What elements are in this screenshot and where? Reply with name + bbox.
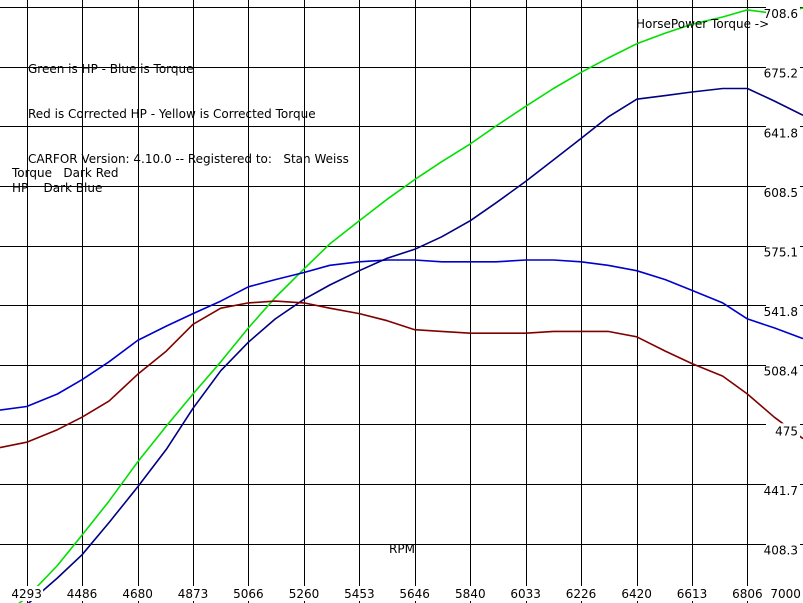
- series-line-3: [0, 300, 803, 449]
- y-tick-bg-2: [766, 125, 800, 142]
- x-tick-bg-7: [398, 586, 432, 601]
- x-tick-label-6: 5453: [344, 587, 375, 601]
- x-tick-labels: 4293 4486 4680 4873 5066 5260 5453 5646 5840 6033…: [10, 586, 802, 601]
- y-tick-bg-9: [766, 542, 800, 559]
- top-right-label: HorsePower Torque ->: [636, 17, 770, 31]
- x-tick-bg-2: [121, 586, 155, 601]
- x-tick-label-13: 6806: [732, 587, 763, 601]
- x-tick-bg-4: [231, 586, 265, 601]
- x-tick-bg-14: [769, 586, 802, 601]
- y-tick-label-6: 508.4: [764, 365, 798, 379]
- y-tick-label-3: 608.5: [764, 186, 798, 200]
- y-tick-bg-6: [766, 363, 800, 380]
- x-tick-label-9: 6033: [510, 587, 541, 601]
- x-tick-label-14: 7000: [770, 587, 801, 601]
- y-tick-bg-3: [766, 184, 800, 201]
- y-tick-label-2: 641.8: [764, 126, 798, 140]
- legend-line-hp-torque: Green is HP - Blue is Torque: [28, 62, 194, 76]
- legend-line-corrected: Red is Corrected HP - Yellow is Correcte…: [28, 107, 316, 121]
- x-tick-bg-8: [453, 586, 487, 601]
- x-tick-label-1: 4486: [67, 587, 98, 601]
- y-tick-label-0: 708.6: [764, 7, 798, 21]
- series-line-2: [27, 87, 803, 603]
- y-tick-label-9: 408.3: [764, 544, 798, 558]
- x-tick-bg-3: [176, 586, 210, 601]
- y-tick-label-5: 541.8: [764, 305, 798, 319]
- legend-line-version: CARFOR Version: 4.10.0 -- Registered to:…: [28, 152, 349, 166]
- x-tick-bg-0: [10, 586, 44, 601]
- x-tick-label-2: 4680: [122, 587, 153, 601]
- x-tick-bg-6: [342, 586, 376, 601]
- y-tick-label-4: 575.1: [764, 246, 798, 260]
- x-tick-bg-10: [564, 586, 598, 601]
- x-tick-label-8: 5840: [455, 587, 486, 601]
- y-tick-bg-8: [766, 482, 800, 499]
- x-axis-label: RPM: [389, 542, 415, 556]
- x-tick-label-10: 6226: [566, 587, 597, 601]
- legend: Green is HP - Blue is Torque Red is Corr…: [28, 32, 349, 182]
- x-tick-label-7: 5646: [399, 587, 430, 601]
- y-tick-label-8: 441.7: [764, 484, 798, 498]
- y-tick-bg-7: [766, 423, 800, 440]
- torque-label: Torque Dark Red: [12, 166, 119, 180]
- x-tick-label-0: 4293: [11, 587, 42, 601]
- y-tick-bg-5: [766, 304, 800, 320]
- x-tick-bg-11: [620, 586, 654, 601]
- hp-label: HP Dark Blue: [12, 181, 103, 195]
- x-tick-bg-12: [675, 586, 709, 601]
- series-line-0: [18, 7, 803, 603]
- y-tick-label-1: 675.2: [764, 67, 798, 81]
- y-tick-bg-0: [766, 6, 800, 22]
- x-tick-bg-1: [65, 586, 99, 601]
- y-tick-labels: 708.6 675.2 641.8 608.5 575.1 541.8 508.4 475 44…: [764, 6, 800, 559]
- y-tick-bg-4: [766, 244, 800, 261]
- series-line-1: [0, 259, 803, 411]
- y-tick-bg-1: [766, 65, 800, 82]
- series-layer: [0, 7, 803, 603]
- x-tick-label-11: 6420: [621, 587, 652, 601]
- x-tick-bg-5: [287, 586, 321, 601]
- x-tick-label-4: 5066: [233, 587, 264, 601]
- x-tick-label-3: 4873: [178, 587, 209, 601]
- x-tick-bg-9: [509, 586, 543, 601]
- x-tick-bg-13: [730, 586, 764, 601]
- x-tick-label-12: 6613: [677, 587, 708, 601]
- y-tick-label-7: 475: [775, 424, 798, 438]
- x-tick-label-5: 5260: [289, 587, 320, 601]
